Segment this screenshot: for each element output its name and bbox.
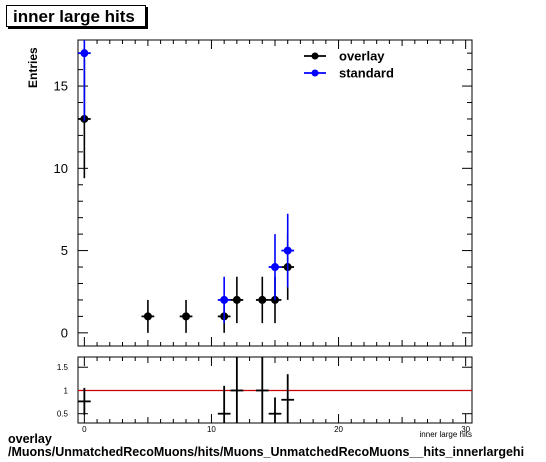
ratio-plot-area: 0 10 20 30 0.5 1 1.5 (57, 356, 473, 434)
ratio-y-tick-label: 1.5 (57, 363, 69, 372)
ratio-y-tick-label: 0.5 (57, 410, 69, 419)
legend-label-overlay: overlay (339, 49, 385, 64)
x-axis-label: inner large hits (420, 430, 472, 439)
x-tick-label: 0 (82, 425, 87, 434)
marker (283, 246, 292, 255)
legend-label-standard: standard (339, 66, 394, 81)
overlay-point (179, 299, 193, 333)
main-y-tick-label: 15 (54, 79, 68, 94)
x-tick-label: 20 (334, 425, 343, 434)
x-tick-label: 30 (461, 425, 470, 434)
caption-line-1: overlay (8, 432, 52, 446)
x-tick-label: 10 (207, 425, 216, 434)
marker (258, 295, 267, 304)
overlay-point (230, 276, 244, 324)
overlay-point (141, 299, 155, 333)
main-y-tick-label: 5 (61, 243, 68, 258)
ratio-point (78, 387, 91, 415)
caption-line-2: /Muons/UnmatchedRecoMuons/hits/Muons_Unm… (8, 445, 525, 459)
marker (143, 312, 152, 321)
ratio-point (217, 385, 231, 423)
caption: overlay /Muons/UnmatchedRecoMuons/hits/M… (8, 433, 524, 459)
marker (220, 295, 229, 304)
standard-point (268, 234, 282, 300)
standard-point (281, 213, 295, 288)
main-y-tick-label: 10 (54, 161, 68, 176)
main-plot-area: 0 5 10 15 (54, 39, 473, 347)
y-axis-label: Entries (26, 47, 40, 88)
chart-title: inner large hits (6, 5, 146, 27)
standard-point (217, 276, 231, 324)
ratio-point (281, 374, 295, 423)
ratio-point (255, 357, 269, 423)
main-y-tick-label: 0 (61, 325, 68, 340)
legend-marker-standard (311, 69, 319, 77)
marker (182, 312, 191, 321)
marker (271, 263, 279, 272)
ratio-point (268, 397, 282, 423)
ratio-y-tick-label: 1 (64, 386, 69, 395)
marker (80, 49, 89, 58)
overlay-point (255, 276, 269, 324)
standard-point (78, 40, 91, 121)
legend-marker-overlay (311, 52, 319, 60)
marker (232, 295, 241, 304)
legend: overlay standard (304, 49, 394, 81)
ratio-point (230, 357, 244, 423)
